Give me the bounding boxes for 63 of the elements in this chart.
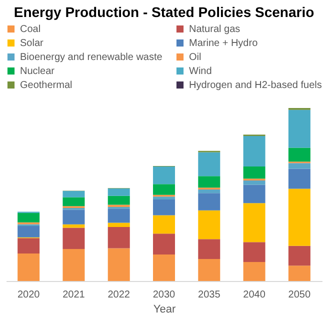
bar	[198, 239, 220, 260]
bar	[243, 242, 266, 262]
chart-title: Energy Production - Stated Policies Scenario	[14, 4, 314, 20]
bar	[153, 200, 175, 216]
bar	[288, 188, 310, 246]
bar	[288, 266, 310, 281]
bar	[198, 152, 220, 176]
legend-label: Coal	[20, 24, 41, 35]
legend-label: Natural gas	[189, 24, 240, 35]
bar	[243, 180, 266, 185]
x-axis-title: Year	[153, 304, 176, 316]
bar	[153, 184, 175, 195]
bar	[18, 212, 40, 222]
legend-label: Marine + Hydro	[189, 38, 258, 49]
bar	[198, 259, 220, 281]
bar	[198, 176, 220, 188]
bar	[62, 191, 85, 198]
bar	[198, 193, 220, 210]
x-tick-label: 2035	[198, 290, 221, 300]
x-tick-label: 2020	[17, 290, 40, 300]
bar	[62, 197, 85, 206]
bar	[198, 189, 220, 194]
bar	[18, 238, 40, 254]
bar	[243, 262, 266, 281]
bar	[198, 210, 220, 240]
bar	[18, 226, 40, 238]
bar	[288, 246, 310, 266]
bar	[288, 168, 310, 189]
bar	[62, 210, 85, 224]
legend-label: Solar	[20, 38, 44, 49]
bar	[153, 215, 175, 234]
bar	[288, 148, 310, 162]
x-tick-label: 2022	[108, 290, 130, 300]
bar	[243, 203, 266, 242]
bar	[243, 136, 266, 166]
bar	[108, 196, 130, 205]
bar	[108, 248, 130, 281]
bar	[108, 227, 130, 248]
bar	[62, 248, 85, 281]
legend-label: Wind	[189, 66, 212, 77]
bar	[108, 208, 130, 223]
bar	[153, 166, 175, 184]
legend-label: Bioenergy and renewable waste	[20, 52, 163, 63]
legend-label: Geothermal	[20, 80, 72, 91]
legend-label: Nuclear	[20, 66, 56, 77]
x-tick-label: 2040	[243, 290, 266, 300]
bar	[288, 163, 310, 169]
bar	[243, 166, 266, 179]
bar	[108, 222, 130, 228]
bar	[62, 228, 85, 249]
legend-label: Hydrogen and H2-based fuels	[189, 80, 322, 91]
x-tick-label: 2030	[152, 290, 176, 300]
bar	[243, 184, 266, 204]
legend-label: Oil	[189, 52, 202, 63]
bar	[288, 110, 310, 148]
bar	[108, 188, 130, 196]
x-tick-label: 2050	[288, 290, 311, 300]
bar	[153, 196, 175, 200]
bar	[62, 224, 85, 228]
x-tick-label: 2021	[62, 290, 86, 300]
bar	[153, 254, 175, 281]
bar	[153, 234, 175, 255]
bar	[18, 253, 40, 281]
